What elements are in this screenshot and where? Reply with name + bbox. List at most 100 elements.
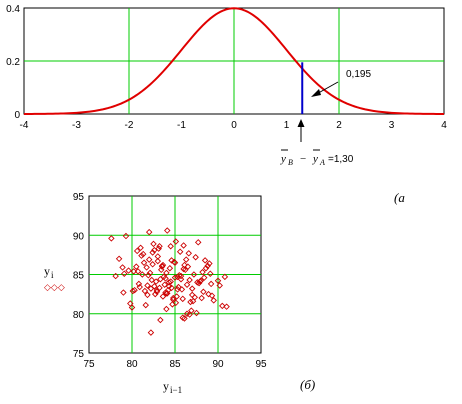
formula-sub2: A (319, 158, 325, 167)
scatter-point (129, 287, 137, 295)
density-chart: -4 -3 -2 -1 0 1 2 3 4 0 0.2 0.4 0,195 y B − y A =1,… (6, 4, 447, 205)
scatter-point (180, 242, 187, 249)
scatter-point (163, 305, 170, 313)
scatter-point (201, 257, 209, 264)
scatter-point (125, 267, 132, 274)
scatter-y-tick-label: 75 (73, 349, 85, 360)
scatter-point (165, 279, 173, 286)
density-x-tick-label: 0 (231, 120, 237, 131)
scatter-point (147, 329, 155, 336)
density-x-tick-label: 2 (336, 120, 342, 131)
scatter-y-tick-label: 90 (73, 231, 85, 242)
scatter-point (193, 309, 200, 317)
scatter-point (221, 273, 229, 281)
scatter-point (134, 268, 142, 275)
scatter-point (130, 268, 137, 275)
scatter-point (163, 290, 170, 297)
scatter-point (160, 273, 168, 281)
scatter-point (141, 287, 149, 295)
scatter-x-tick-label: 95 (255, 359, 267, 370)
scatter-point (159, 261, 167, 269)
scatter-point (187, 298, 194, 306)
scatter-point (179, 314, 186, 321)
scatter-point (182, 266, 189, 274)
scatter-point (194, 239, 202, 246)
scatter-point (157, 316, 164, 324)
scatter-point (166, 264, 174, 272)
density-x-tick-label: -1 (177, 120, 186, 131)
caption-b: (б) (300, 377, 315, 392)
scatter-point (108, 235, 115, 242)
scatter-point (182, 256, 190, 263)
density-ticks: -4 -3 -2 -1 0 1 2 3 4 0 0.2 0.4 (6, 4, 447, 131)
scatter-point (145, 256, 153, 263)
scatter-point (195, 279, 203, 287)
x-pointer-arrowhead (297, 119, 305, 127)
scatter-point (177, 275, 185, 283)
scatter-point (177, 272, 185, 280)
scatter-point (143, 264, 150, 271)
value-pointer-arrowhead (311, 89, 321, 97)
scatter-point (153, 286, 161, 294)
scatter-point (119, 264, 126, 271)
formula-y2: y (312, 153, 318, 165)
scatter-point (145, 228, 153, 236)
scatter-points (108, 227, 230, 336)
density-x-tick-label: 4 (441, 120, 447, 131)
scatter-point (159, 293, 167, 300)
y-axis-label: y (44, 264, 50, 278)
density-y-tick-label: 0.2 (6, 57, 20, 68)
x-axis-label: y (163, 379, 169, 393)
density-curve (24, 7, 444, 115)
scatter-point (192, 253, 199, 261)
density-grid (24, 8, 444, 114)
scatter-point (164, 227, 171, 234)
scatter-point (154, 253, 162, 260)
scatter-point (121, 270, 128, 277)
scatter-point (197, 277, 205, 285)
scatter-point (168, 257, 175, 264)
scatter-point (148, 276, 156, 284)
scatter-point (167, 278, 174, 285)
scatter-point (210, 297, 217, 304)
scatter-point (158, 263, 166, 270)
scatter-ticks: 75 80 85 90 95 75 80 85 90 95 (73, 192, 267, 370)
scatter-point (205, 290, 212, 298)
scatter-point (207, 270, 214, 277)
x-axis-label-sub: i−1 (170, 385, 182, 395)
formula-sub1: B (288, 158, 293, 167)
scatter-point (154, 257, 162, 265)
density-x-tick-label: -4 (20, 120, 29, 131)
scatter-point (137, 244, 144, 252)
scatter-y-tick-label: 80 (73, 310, 85, 321)
scatter-point (181, 315, 188, 322)
scatter-point (172, 238, 180, 245)
scatter-point (150, 240, 157, 248)
scatter-chart: 75 80 85 90 95 75 80 85 90 95 y i ◇◇◇ y i−1 (б) (44, 192, 315, 395)
scatter-y-tick-label: 85 (73, 271, 85, 282)
scatter-point (115, 255, 123, 263)
scatter-point (164, 290, 171, 297)
scatter-point (175, 283, 182, 291)
scatter-point (202, 264, 210, 272)
scatter-point (161, 281, 168, 288)
scatter-point (180, 265, 187, 273)
scatter-point (162, 275, 169, 282)
formula-y1: y (280, 153, 286, 165)
scatter-point (170, 258, 178, 266)
scatter-point (219, 302, 226, 310)
scatter-point (140, 259, 148, 266)
scatter-point (142, 301, 149, 309)
scatter-point (214, 277, 222, 285)
difference-formula: y B − y A =1,30 (280, 149, 354, 167)
density-x-tick-label: 1 (284, 120, 290, 131)
scatter-point (133, 263, 140, 270)
scatter-point (167, 243, 174, 250)
scatter-point (152, 278, 160, 285)
scatter-y-tick-label: 95 (73, 192, 85, 203)
scatter-point (122, 232, 130, 240)
scatter-point (149, 261, 156, 268)
scatter-point (199, 268, 206, 276)
scatter-point (190, 271, 198, 278)
